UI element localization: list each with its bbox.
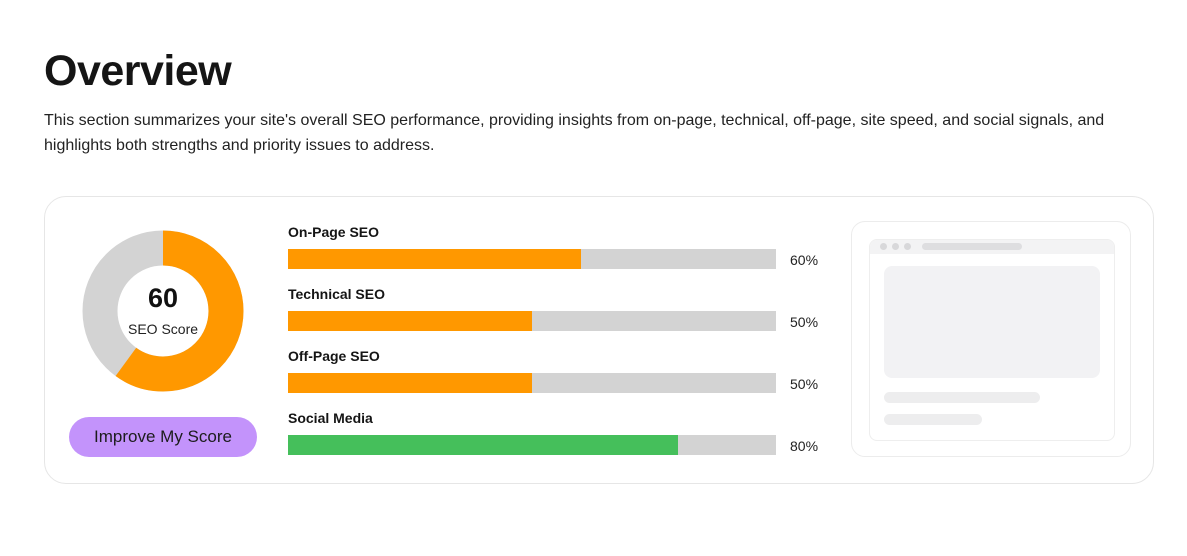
- metric-label: Technical SEO: [288, 286, 385, 302]
- score-ring-fill: [82, 230, 244, 392]
- browser-window-illustration: [869, 239, 1115, 441]
- improve-my-score-button[interactable]: Improve My Score: [69, 417, 257, 457]
- window-dot-icon: [892, 243, 899, 250]
- seo-score-donut: 60 SEO Score: [80, 228, 246, 394]
- metric-percent: 50%: [790, 314, 819, 330]
- metric-label: Social Media: [288, 410, 373, 426]
- progress-track: [288, 373, 776, 393]
- progress-fill: [288, 311, 532, 331]
- metric-percent: 60%: [790, 252, 819, 268]
- seo-score-ring: [82, 230, 244, 392]
- window-dot-icon: [880, 243, 887, 250]
- address-bar-placeholder: [922, 243, 1022, 250]
- image-placeholder: [884, 266, 1100, 378]
- metric-on-page-seo: On-Page SEO 60%: [288, 223, 828, 285]
- overview-description: This section summarizes your site's over…: [44, 112, 1105, 154]
- seo-metrics-list: On-Page SEO 60% Technical SEO 50% Off-Pa…: [288, 223, 828, 471]
- metric-social-media: Social Media 80%: [288, 409, 828, 471]
- progress-fill: [288, 373, 532, 393]
- browser-toolbar: [870, 240, 1114, 254]
- metric-percent: 50%: [790, 376, 819, 392]
- metric-label: On-Page SEO: [288, 224, 380, 240]
- seo-score-value: 60: [147, 283, 179, 313]
- metric-percent: 80%: [790, 438, 819, 454]
- progress-fill: [288, 249, 581, 269]
- website-preview-placeholder: [851, 221, 1131, 457]
- metric-off-page-seo: Off-Page SEO 50%: [288, 347, 828, 409]
- window-dot-icon: [904, 243, 911, 250]
- progress-track: [288, 311, 776, 331]
- metric-technical-seo: Technical SEO 50%: [288, 285, 828, 347]
- page-title: Overview: [44, 47, 232, 95]
- progress-track: [288, 435, 776, 455]
- progress-fill: [288, 435, 679, 455]
- text-line-placeholder: [884, 392, 1040, 403]
- progress-track: [288, 249, 776, 269]
- metric-label: Off-Page SEO: [288, 348, 380, 364]
- text-line-placeholder: [884, 414, 982, 425]
- seo-score-label: SEO Score: [127, 321, 199, 337]
- seo-overview-card: 60 SEO Score Improve My Score On-Page SE…: [44, 196, 1154, 484]
